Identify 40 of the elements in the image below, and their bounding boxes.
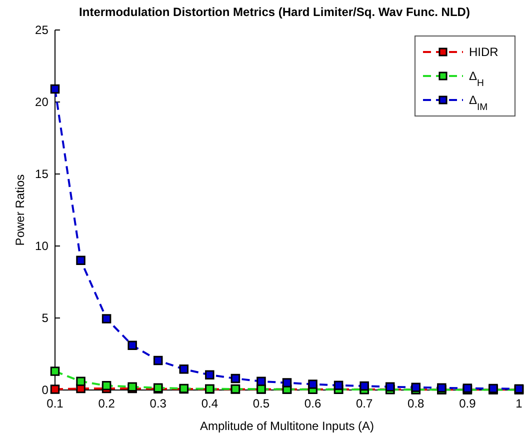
point <box>50 384 60 394</box>
x-tick-label: 0.7 <box>356 396 373 410</box>
y-tick-label: 20 <box>35 94 49 109</box>
y-tick-label: 10 <box>35 238 49 253</box>
legend-label: HIDR <box>469 45 499 59</box>
legend-label: Δ$_{IM}$ <box>469 93 488 112</box>
point <box>76 376 86 386</box>
y-axis-title: Power Ratios <box>13 174 27 246</box>
point <box>334 380 344 390</box>
x-tick-label: 0.3 <box>150 396 167 410</box>
y-tick-label: 25 <box>35 22 49 37</box>
x-tick-label: 0.1 <box>46 396 64 410</box>
point <box>76 256 86 266</box>
x-tick-label: 0.9 <box>459 396 476 410</box>
x-tick-label: 1 <box>516 396 523 410</box>
point <box>102 314 112 324</box>
point <box>179 364 189 374</box>
point <box>153 356 163 366</box>
point <box>282 378 292 388</box>
legend-label: Δ$_{H}$ <box>469 69 484 88</box>
x-tick-label: 0.5 <box>252 396 270 410</box>
point <box>50 84 60 94</box>
point <box>50 366 60 376</box>
point <box>230 374 240 384</box>
y-tick-label: 5 <box>42 310 49 325</box>
point <box>102 381 112 390</box>
point <box>360 381 369 391</box>
point <box>128 340 137 350</box>
x-axis-title: Amplitude of Multitone Inputs (A) <box>200 419 374 433</box>
y-tick-label: 0 <box>42 382 49 397</box>
x-tick-label: 0.4 <box>201 396 218 410</box>
x-tick-label: 0.6 <box>304 396 322 410</box>
point <box>256 376 266 386</box>
point <box>385 382 395 392</box>
x-tick-label: 0.8 <box>408 396 425 410</box>
x-tick-label: 0.2 <box>98 396 116 410</box>
y-tick-label: 15 <box>35 166 49 181</box>
chart-title: Intermodulation Distortion Metrics (Hard Limiter/Sq. Wav Func. NLD) <box>79 5 470 19</box>
point <box>205 370 214 380</box>
point <box>308 380 318 389</box>
